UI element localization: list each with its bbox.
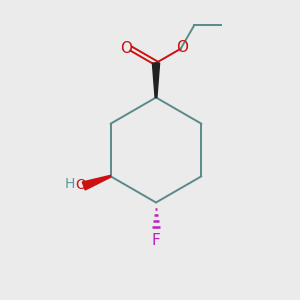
Text: O: O xyxy=(75,178,86,192)
Polygon shape xyxy=(82,176,111,190)
Text: F: F xyxy=(152,233,160,248)
Text: O: O xyxy=(120,41,132,56)
Text: H: H xyxy=(65,178,75,191)
Polygon shape xyxy=(152,63,160,98)
Text: O: O xyxy=(176,40,188,55)
